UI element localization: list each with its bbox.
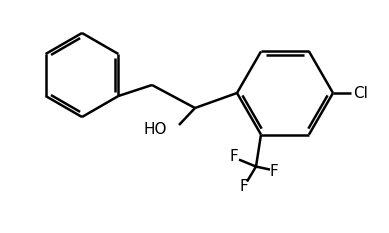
- Text: Cl: Cl: [353, 86, 368, 100]
- Text: HO: HO: [144, 123, 167, 137]
- Text: F: F: [240, 179, 248, 194]
- Text: F: F: [270, 164, 279, 179]
- Text: F: F: [230, 149, 238, 164]
